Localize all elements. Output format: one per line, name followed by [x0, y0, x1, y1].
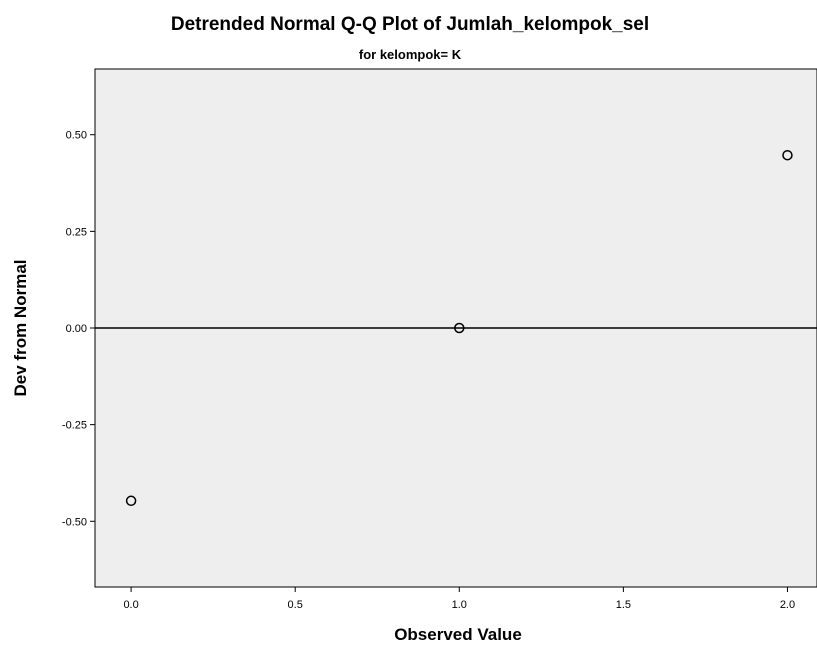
chart-title: Detrended Normal Q-Q Plot of Jumlah_kelo… — [171, 14, 649, 35]
y-tick-label: 0.50 — [66, 130, 87, 142]
x-tick-label: 0.0 — [123, 599, 138, 611]
y-tick-label: 0.25 — [66, 226, 87, 238]
y-axis-ticks: 0.50 0.25 0.00 -0.25 -0.50 — [62, 130, 95, 528]
x-axis-label: Observed Value — [394, 625, 522, 644]
y-axis-label: Dev from Normal — [11, 260, 30, 397]
x-tick-label: 2.0 — [780, 599, 795, 611]
x-tick-label: 0.5 — [288, 599, 303, 611]
y-tick-label: -0.50 — [62, 516, 87, 528]
data-points — [125, 149, 793, 507]
y-tick-label: 0.00 — [66, 323, 87, 335]
data-point — [454, 322, 465, 334]
chart-subtitle: for kelompok= K — [359, 47, 462, 62]
data-point — [782, 149, 793, 161]
x-tick-label: 1.5 — [616, 599, 631, 611]
y-tick-label: -0.25 — [62, 420, 87, 432]
x-axis-ticks: 0.0 0.5 1.0 1.5 2.0 — [123, 587, 795, 611]
data-point — [125, 495, 137, 507]
x-tick-label: 1.0 — [452, 599, 467, 611]
